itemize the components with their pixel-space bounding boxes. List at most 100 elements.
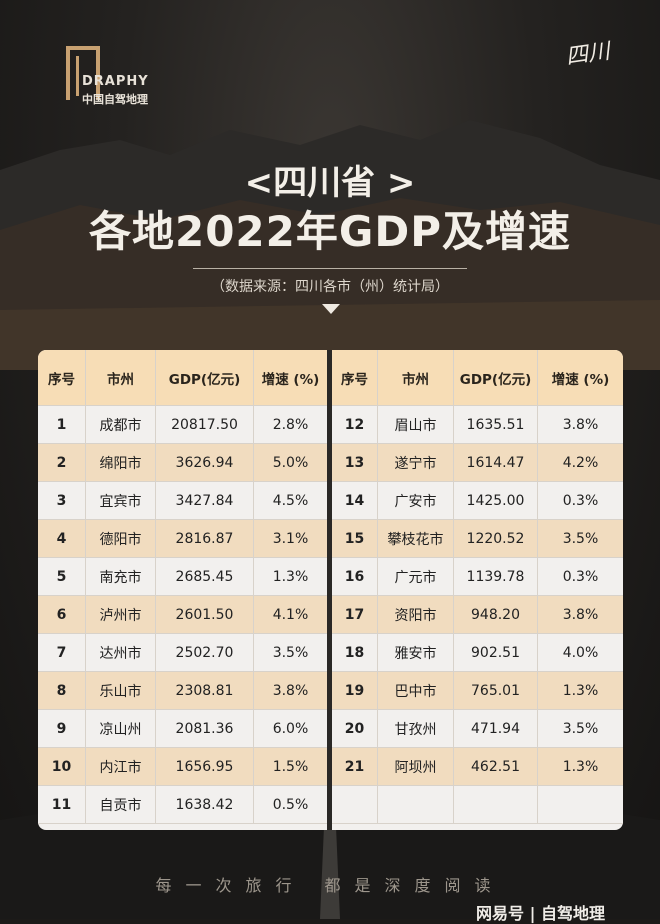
growth-cell: 1.3% [254,558,327,596]
city-cell: 成都市 [86,406,156,444]
logo-text-cn: 中国自驾地理 [82,93,148,106]
table-row: 20 甘孜州 471.94 3.5% [332,710,623,748]
gdp-cell: 1656.95 [156,748,254,786]
gdp-cell: 2502.70 [156,634,254,672]
rank-cell: 18 [332,634,378,672]
right-header-row: 序号 市州 GDP(亿元) 增速 (%) [332,350,623,406]
gdp-cell: 3626.94 [156,444,254,482]
table-row: 12 眉山市 1635.51 3.8% [332,406,623,444]
city-cell: 雅安市 [378,634,454,672]
gdp-cell: 2685.45 [156,558,254,596]
table-row: 15 攀枝花市 1220.52 3.5% [332,520,623,558]
table-row: 5 南充市 2685.45 1.3% [38,558,327,596]
gdp-table: 序号 市州 GDP(亿元) 增速 (%) 1 成都市 20817.50 2.8% 2 绵阳市 362… [38,350,623,830]
city-cell: 广元市 [378,558,454,596]
footer-slogan: 每一次旅行 都是深度阅读 [155,876,505,895]
city-cell: 绵阳市 [86,444,156,482]
gdp-cell: 1425.00 [454,482,538,520]
rank-cell: 6 [38,596,86,634]
rank-cell: 2 [38,444,86,482]
growth-cell: 3.5% [538,710,623,748]
growth-cell: 4.0% [538,634,623,672]
table-row: 16 广元市 1139.78 0.3% [332,558,623,596]
growth-cell: 3.8% [538,406,623,444]
city-cell: 内江市 [86,748,156,786]
table-row: 21 阿坝州 462.51 1.3% [332,748,623,786]
table-row: 10 内江市 1656.95 1.5% [38,748,327,786]
rank-cell: 13 [332,444,378,482]
rank-cell: 4 [38,520,86,558]
growth-cell: 1.3% [538,672,623,710]
rank-cell: 14 [332,482,378,520]
growth-cell: 3.8% [538,596,623,634]
city-cell: 凉山州 [86,710,156,748]
table-left-half: 序号 市州 GDP(亿元) 增速 (%) 1 成都市 20817.50 2.8% 2 绵阳市 362… [38,350,327,830]
growth-cell: 3.1% [254,520,327,558]
rank-cell: 7 [38,634,86,672]
table-row: 13 遂宁市 1614.47 4.2% [332,444,623,482]
header-cell: 增速 (%) [538,350,623,406]
gdp-cell: 2601.50 [156,596,254,634]
mountain-backdrop [0,120,660,370]
province-stamp: 四川 [564,39,612,70]
city-cell: 资阳市 [378,596,454,634]
table-row: 7 达州市 2502.70 3.5% [38,634,327,672]
city-cell [378,786,454,824]
logo-mark-icon [66,46,100,100]
growth-cell: 3.8% [254,672,327,710]
city-cell: 南充市 [86,558,156,596]
growth-cell: 0.5% [254,786,327,824]
gdp-cell: 2081.36 [156,710,254,748]
growth-cell: 2.8% [254,406,327,444]
table-row: 9 凉山州 2081.36 6.0% [38,710,327,748]
gdp-cell: 902.51 [454,634,538,672]
rank-cell: 20 [332,710,378,748]
table-row: 8 乐山市 2308.81 3.8% [38,672,327,710]
rank-cell: 1 [38,406,86,444]
city-cell: 宜宾市 [86,482,156,520]
rank-cell: 21 [332,748,378,786]
title-divider [193,268,467,269]
table-row [332,786,623,824]
gdp-cell: 1638.42 [156,786,254,824]
city-cell: 眉山市 [378,406,454,444]
city-cell: 乐山市 [86,672,156,710]
table-row: 1 成都市 20817.50 2.8% [38,406,327,444]
growth-cell: 1.3% [538,748,623,786]
gdp-cell: 462.51 [454,748,538,786]
table-row: 4 德阳市 2816.87 3.1% [38,520,327,558]
growth-cell: 4.1% [254,596,327,634]
growth-cell: 3.5% [254,634,327,672]
growth-cell [538,786,623,824]
city-cell: 泸州市 [86,596,156,634]
header-cell: 序号 [332,350,378,406]
city-cell: 甘孜州 [378,710,454,748]
logo-text-en: DRAPHY [82,74,149,89]
down-triangle-icon [322,304,340,314]
growth-cell: 6.0% [254,710,327,748]
left-header-row: 序号 市州 GDP(亿元) 增速 (%) [38,350,327,406]
gdp-cell: 2308.81 [156,672,254,710]
table-row: 19 巴中市 765.01 1.3% [332,672,623,710]
city-cell: 德阳市 [86,520,156,558]
gdp-cell: 765.01 [454,672,538,710]
rank-cell: 3 [38,482,86,520]
rank-cell: 19 [332,672,378,710]
gdp-cell: 3427.84 [156,482,254,520]
gdp-cell: 20817.50 [156,406,254,444]
table-row: 2 绵阳市 3626.94 5.0% [38,444,327,482]
table-right-half: 序号 市州 GDP(亿元) 增速 (%) 12 眉山市 1635.51 3.8% 13 遂宁市 16… [332,350,623,830]
table-divider [327,350,332,830]
gdp-cell: 1220.52 [454,520,538,558]
rank-cell: 10 [38,748,86,786]
gdp-cell: 2816.87 [156,520,254,558]
rank-cell: 12 [332,406,378,444]
data-source: （数据来源：四川各市（州）统计局） [211,279,449,295]
table-row: 11 自贡市 1638.42 0.5% [38,786,327,824]
growth-cell: 4.2% [538,444,623,482]
gdp-cell: 948.20 [454,596,538,634]
gdp-cell: 471.94 [454,710,538,748]
gdp-cell [454,786,538,824]
header-cell: 序号 [38,350,86,406]
city-cell: 自贡市 [86,786,156,824]
